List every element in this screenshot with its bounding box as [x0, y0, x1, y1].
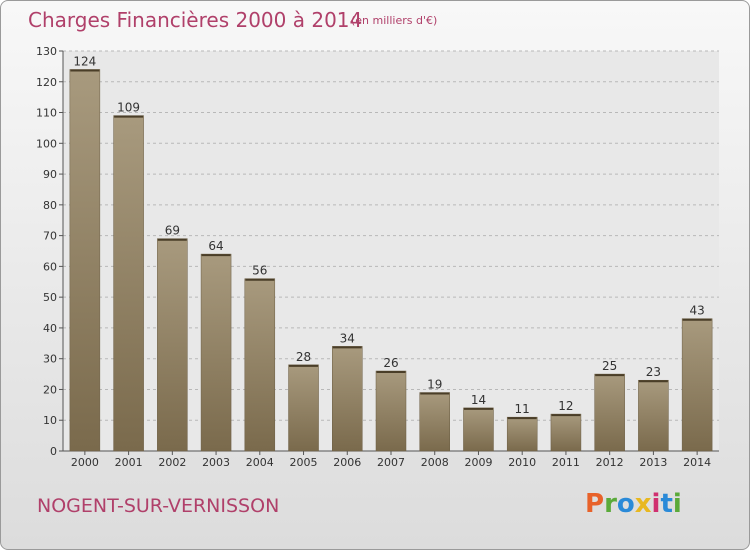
y-tick-label: 60 — [43, 260, 57, 273]
y-tick-label: 0 — [50, 445, 57, 458]
bar-2006 — [332, 346, 363, 452]
x-tick-label-2000: 2000 — [71, 456, 99, 469]
x-tick-label-2009: 2009 — [464, 456, 492, 469]
y-tick-label: 90 — [43, 168, 57, 181]
y-tick-label: 80 — [43, 199, 57, 212]
bar-2012 — [594, 373, 625, 452]
y-tick-label: 100 — [36, 137, 57, 150]
bar-2000 — [69, 69, 101, 452]
y-tick-label: 30 — [43, 353, 57, 366]
data-label-2001: 109 — [117, 101, 140, 115]
x-tick-label-2005: 2005 — [290, 456, 318, 469]
y-tick-label: 40 — [43, 322, 57, 335]
bar-2005 — [288, 364, 319, 452]
logo-letter: r — [604, 489, 617, 519]
x-tick-label-2006: 2006 — [333, 456, 361, 469]
data-label-2003: 64 — [208, 239, 223, 253]
data-label-2004: 56 — [252, 264, 267, 278]
logo-letter: t — [660, 489, 673, 519]
y-tick-label: 20 — [43, 383, 57, 396]
x-tick-label-2001: 2001 — [115, 456, 143, 469]
data-label-2007: 26 — [383, 356, 398, 370]
logo-letter: o — [616, 489, 635, 519]
chart-subtitle: (en milliers d'€) — [351, 14, 438, 27]
y-tick-label: 10 — [43, 414, 57, 427]
data-label-2000: 124 — [73, 54, 96, 68]
y-tick-label: 130 — [36, 45, 57, 58]
logo-letter: x — [634, 489, 652, 519]
y-tick-label: 70 — [43, 230, 57, 243]
proxiti-logo[interactable]: Proxiti — [585, 489, 682, 519]
bar-2008 — [419, 392, 450, 452]
bar-2013 — [638, 379, 669, 452]
data-label-2010: 11 — [515, 402, 530, 416]
x-tick-label-2014: 2014 — [683, 456, 711, 469]
y-tick-label: 50 — [43, 291, 57, 304]
bar-2004 — [244, 278, 276, 452]
x-tick-label-2013: 2013 — [639, 456, 667, 469]
y-tick-label: 110 — [36, 107, 57, 120]
data-label-2008: 19 — [427, 378, 442, 392]
x-tick-label-2012: 2012 — [596, 456, 624, 469]
data-label-2005: 28 — [296, 350, 311, 364]
bar-2001 — [113, 115, 144, 452]
bar-2010 — [506, 416, 538, 452]
x-tick-label-2011: 2011 — [552, 456, 580, 469]
data-label-2009: 14 — [471, 393, 486, 407]
bar-2011 — [550, 413, 582, 452]
bar-2014 — [681, 318, 713, 452]
bar-2009 — [463, 407, 494, 452]
data-label-2011: 12 — [558, 399, 573, 413]
x-tick-label-2002: 2002 — [158, 456, 186, 469]
data-label-2014: 43 — [689, 304, 704, 318]
data-label-2013: 23 — [646, 365, 661, 379]
x-tick-label-2008: 2008 — [421, 456, 449, 469]
data-label-2006: 34 — [340, 331, 355, 345]
y-tick-label: 120 — [36, 76, 57, 89]
bar-2002 — [157, 238, 188, 452]
logo-letter: i — [672, 489, 682, 519]
x-tick-label-2007: 2007 — [377, 456, 405, 469]
chart-title: Charges Financières 2000 à 2014 — [28, 8, 363, 32]
x-tick-label-2004: 2004 — [246, 456, 274, 469]
bar-2003 — [200, 253, 232, 452]
data-label-2002: 69 — [165, 224, 180, 238]
logo-letter: i — [651, 489, 661, 519]
bar-2007 — [375, 370, 407, 452]
commune-name: NOGENT-SUR-VERNISSON — [37, 495, 280, 517]
x-tick-label-2003: 2003 — [202, 456, 230, 469]
x-tick-label-2010: 2010 — [508, 456, 536, 469]
data-label-2012: 25 — [602, 359, 617, 373]
logo-letter: P — [585, 489, 605, 519]
